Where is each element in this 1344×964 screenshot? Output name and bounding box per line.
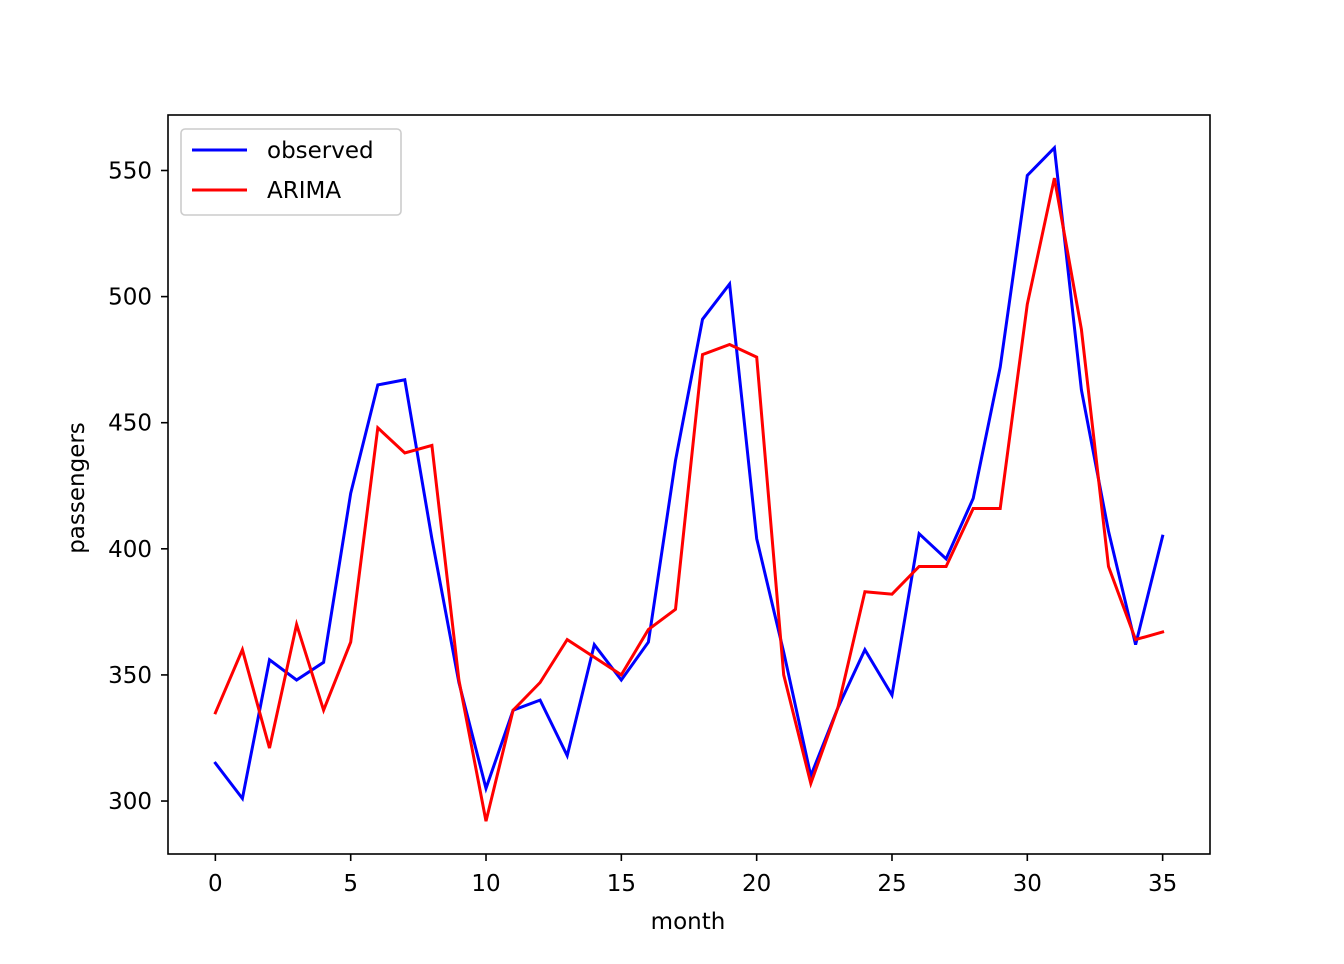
legend-label-observed: observed [267, 138, 374, 164]
y-tick-label: 450 [108, 411, 152, 437]
y-tick-label: 350 [108, 663, 152, 689]
plot-area [213, 144, 1165, 822]
plot-frame [167, 114, 1211, 855]
y-axis-label: passengers [64, 422, 90, 554]
legend-label-arima: ARIMA [267, 178, 341, 204]
x-tick-label: 35 [1148, 871, 1177, 897]
x-tick-label: 10 [471, 871, 500, 897]
series-line-arima [213, 177, 1165, 822]
y-tick-label: 400 [108, 537, 152, 563]
axes: 0 5 10 15 20 25 30 35 300 350 400 450 500 550 [108, 114, 1211, 897]
y-tick-label: 500 [108, 285, 152, 311]
x-tick-label: 30 [1013, 871, 1042, 897]
x-tick-label: 5 [343, 871, 358, 897]
y-tick-label: 300 [108, 789, 152, 815]
series-line-observed [213, 144, 1165, 803]
x-tick-label: 20 [742, 871, 771, 897]
legend: observed ARIMA [180, 128, 402, 216]
x-axis-label: month [651, 909, 726, 935]
y-tick-label: 550 [108, 158, 152, 184]
x-tick-label: 25 [877, 871, 906, 897]
x-tick-label: 15 [607, 871, 636, 897]
x-tick-label: 0 [208, 871, 223, 897]
